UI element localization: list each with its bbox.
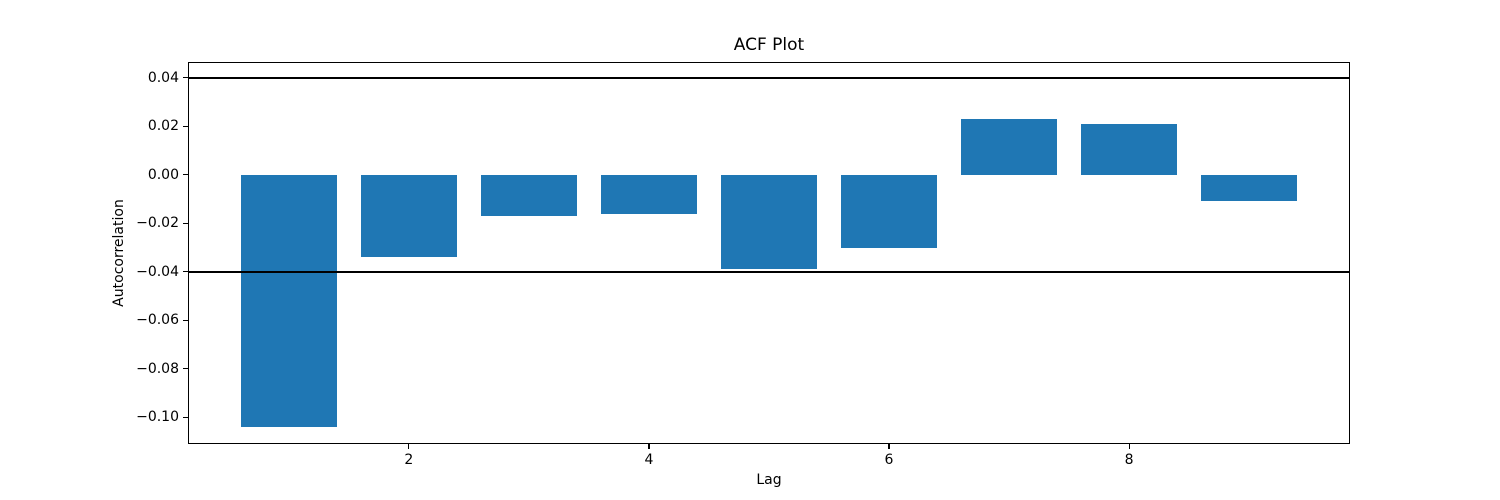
y-tick-mark [183, 416, 188, 418]
y-tick-label: −0.02 [136, 215, 179, 232]
y-tick-mark [183, 125, 188, 127]
y-tick-mark [183, 77, 188, 79]
x-tick-label: 2 [404, 452, 414, 468]
y-tick-mark [183, 319, 188, 321]
x-tick-mark [1128, 444, 1130, 449]
y-tick-mark [183, 222, 188, 224]
plot-area [188, 62, 1350, 444]
confidence-line-upper [188, 76, 1350, 79]
acf-bar-lag-9 [1201, 174, 1298, 202]
acf-bar-lag-6 [841, 174, 937, 248]
y-tick-label: −0.10 [136, 409, 179, 426]
x-tick-label: 6 [884, 452, 894, 468]
acf-bar-lag-2 [360, 174, 457, 258]
x-axis-label: Lag [756, 472, 782, 488]
plot-title: ACF Plot [733, 35, 805, 55]
acf-bar-lag-4 [600, 174, 697, 214]
x-tick-mark [888, 444, 890, 449]
x-tick-label: 4 [644, 452, 654, 468]
x-tick-label: 8 [1124, 452, 1134, 468]
acf-bar-lag-7 [961, 119, 1058, 175]
acf-bar-lag-3 [480, 174, 577, 216]
acf-bar-lag-8 [1081, 123, 1178, 175]
y-tick-mark [183, 368, 188, 370]
y-tick-label: −0.04 [136, 263, 179, 280]
y-tick-mark [183, 174, 188, 176]
y-tick-label: 0.00 [147, 166, 179, 183]
y-tick-mark [183, 271, 188, 273]
acf-bar-lag-1 [240, 174, 337, 427]
confidence-line-lower [188, 270, 1350, 273]
y-tick-label: −0.06 [136, 312, 179, 329]
y-tick-label: −0.08 [136, 360, 179, 377]
x-tick-mark [648, 444, 650, 449]
x-tick-mark [408, 444, 410, 449]
acf-bar-lag-5 [721, 174, 817, 270]
y-tick-label: 0.04 [147, 69, 179, 86]
y-tick-label: 0.02 [147, 118, 179, 135]
